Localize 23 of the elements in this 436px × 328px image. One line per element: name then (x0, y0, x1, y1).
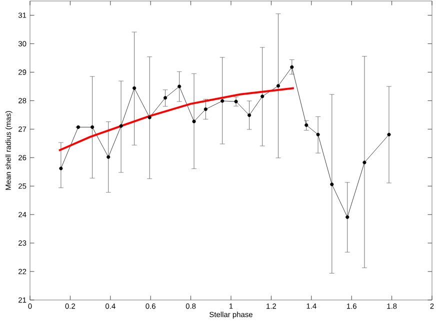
point (387, 132, 391, 136)
point (362, 160, 366, 164)
point (119, 124, 123, 128)
point (132, 86, 136, 90)
point (178, 84, 182, 88)
point (304, 123, 308, 127)
point (90, 125, 94, 129)
point (148, 116, 152, 120)
point (346, 215, 350, 219)
point (330, 182, 334, 186)
point (59, 166, 63, 170)
point (163, 96, 168, 100)
point (276, 84, 280, 88)
point (106, 155, 110, 159)
point (192, 120, 196, 124)
point (234, 100, 238, 104)
point (316, 132, 320, 136)
point (204, 107, 208, 111)
point (248, 113, 252, 117)
point (220, 99, 224, 103)
point (260, 94, 264, 98)
point (290, 65, 294, 69)
line-series (58, 87, 295, 152)
